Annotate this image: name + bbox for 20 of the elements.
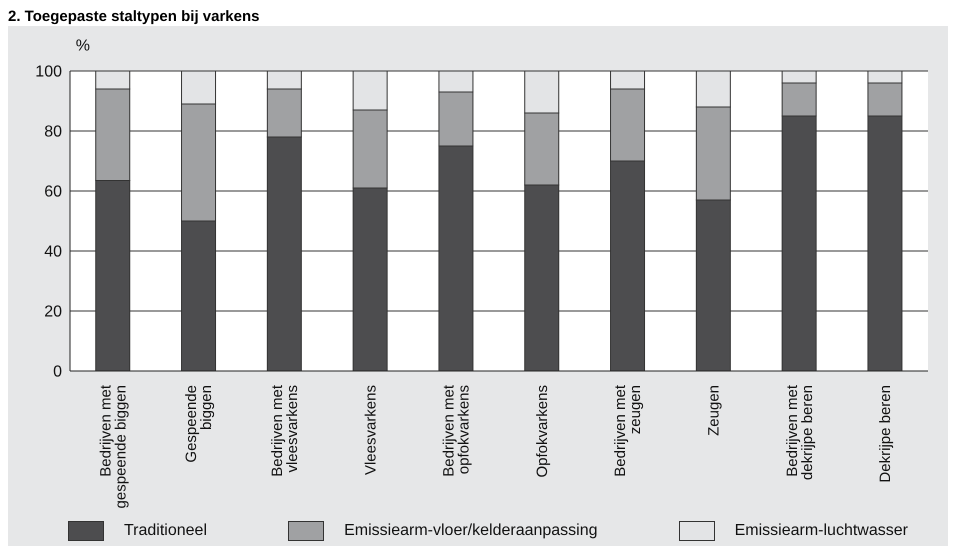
x-tick-label: Bedrijven met dekrijpe beren	[784, 384, 816, 480]
x-tick-label: Vleesvarkens	[362, 385, 380, 476]
y-tick-label: 0	[53, 364, 62, 381]
y-tick-label: 20	[44, 304, 62, 321]
x-tick-label: Dekrijpe beren	[877, 385, 894, 483]
y-tick-label: 80	[44, 124, 62, 141]
chart-title: 2. Toegepaste staltypen bij varkens	[8, 8, 260, 26]
legend-label: Emissiearm-vloer/kelderaanpassing	[344, 522, 598, 540]
x-tick-label: Bedrijven met opfokvarkens	[440, 384, 473, 477]
x-tick-label: Opfokvarkens	[534, 385, 551, 478]
x-tick-label: Bedrijven met zeugen	[612, 384, 644, 477]
y-axis-title: %	[76, 37, 90, 54]
legend-label: Emissiearm-luchtwasser	[734, 522, 908, 540]
legend-label: Traditioneel	[124, 522, 208, 540]
x-tick-label: Zeugen	[706, 385, 722, 436]
x-tick-label: Bedrijven met gespeende biggen	[97, 384, 130, 508]
y-tick-label: 100	[35, 64, 62, 81]
y-tick-label: 60	[44, 184, 62, 201]
x-tick-label: Gespeende biggen	[183, 385, 216, 463]
y-tick-label: 40	[44, 244, 62, 261]
